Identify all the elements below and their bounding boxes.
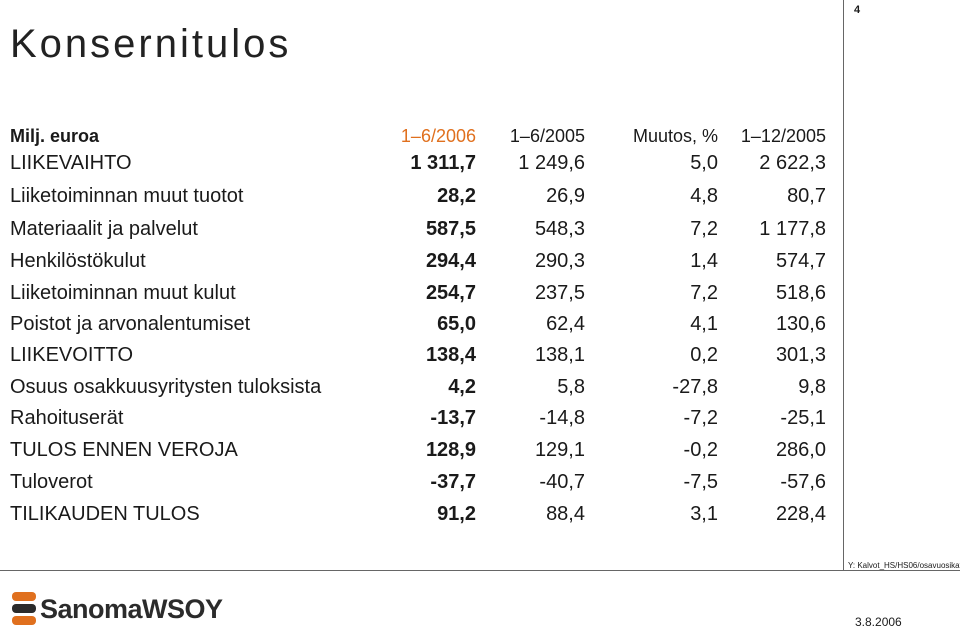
table-cell: 574,7 bbox=[775, 250, 826, 272]
table-cell: 5,0 bbox=[690, 152, 718, 174]
table-cell: 80,7 bbox=[787, 185, 826, 207]
table-cell: 294,4 bbox=[425, 250, 476, 272]
table-cell: Liiketoiminnan muut tuotot bbox=[10, 185, 244, 207]
table-cell: Liiketoiminnan muut kulut bbox=[10, 282, 236, 304]
table-cell: -57,6 bbox=[780, 471, 826, 493]
logo-icon bbox=[12, 592, 36, 625]
table-cell: 290,3 bbox=[534, 250, 585, 272]
table-cell: 3,1 bbox=[690, 503, 718, 525]
table-cell: -25,1 bbox=[780, 407, 826, 429]
page-number: 4 bbox=[854, 4, 861, 16]
table-cell: 65,0 bbox=[437, 313, 476, 335]
table-cell: 1 311,7 bbox=[410, 152, 476, 174]
table-cell: 1 249,6 bbox=[518, 152, 585, 174]
table-cell: 1–6/2006 bbox=[400, 126, 476, 146]
table-cell: Rahoituserät bbox=[10, 407, 124, 429]
table-cell: LIIKEVOITTO bbox=[10, 344, 133, 366]
table-cell: Muutos, % bbox=[632, 126, 718, 146]
table-cell: 1–6/2005 bbox=[509, 126, 585, 146]
table-cell: -14,8 bbox=[539, 407, 585, 429]
table-cell: 548,3 bbox=[534, 218, 585, 240]
table-cell: 2 622,3 bbox=[759, 152, 826, 174]
table-cell: -27,8 bbox=[672, 376, 718, 398]
table-cell: -0,2 bbox=[683, 439, 718, 461]
table-cell: -13,7 bbox=[430, 407, 476, 429]
table-cell: 7,2 bbox=[690, 218, 718, 240]
table-cell: 88,4 bbox=[546, 503, 585, 525]
table-cell: 0,2 bbox=[690, 344, 718, 366]
table-cell: 4,2 bbox=[448, 376, 476, 398]
table-cell: 28,2 bbox=[437, 185, 476, 207]
table-cell: 130,6 bbox=[775, 313, 826, 335]
table-cell: Materiaalit ja palvelut bbox=[10, 218, 198, 240]
table-cell: 138,1 bbox=[534, 344, 585, 366]
table-cell: 5,8 bbox=[557, 376, 585, 398]
table-cell: 301,3 bbox=[775, 344, 826, 366]
table-cell: Poistot ja arvonalentumiset bbox=[10, 313, 251, 335]
table-cell: 254,7 bbox=[425, 282, 476, 304]
table-cell: Tuloverot bbox=[10, 471, 93, 493]
table-cell: 9,8 bbox=[798, 376, 826, 398]
table-cell: 26,9 bbox=[546, 185, 585, 207]
table-cell: 4,8 bbox=[690, 185, 718, 207]
file-path: Y: Kalvot_HS/HS06/osavuosikatsaus2_ bbox=[848, 561, 960, 570]
table-cell: TULOS ENNEN VEROJA bbox=[10, 439, 238, 461]
divider bbox=[0, 570, 960, 571]
table-cell: 1–12/2005 bbox=[740, 126, 826, 146]
table-cell: -40,7 bbox=[539, 471, 585, 493]
table-cell: -7,2 bbox=[683, 407, 718, 429]
table-cell: Henkilöstökulut bbox=[10, 250, 146, 272]
table-cell: LIIKEVAIHTO bbox=[10, 152, 132, 174]
table-cell: 1,4 bbox=[690, 250, 718, 272]
table-cell: 518,6 bbox=[775, 282, 826, 304]
table-cell: -37,7 bbox=[430, 471, 476, 493]
table-cell: Milj. euroa bbox=[10, 126, 100, 146]
date: 3.8.2006 bbox=[855, 615, 902, 629]
table-cell: 228,4 bbox=[775, 503, 826, 525]
table-cell: 129,1 bbox=[534, 439, 585, 461]
table-cell: 138,4 bbox=[425, 344, 476, 366]
table-cell: 62,4 bbox=[546, 313, 585, 335]
logo-text: SanomaWSOY bbox=[40, 594, 223, 624]
table-cell: 286,0 bbox=[775, 439, 826, 461]
table-cell: 7,2 bbox=[690, 282, 718, 304]
table-cell: Osuus osakkuusyritysten tuloksista bbox=[10, 376, 322, 398]
slide-title: Konsernitulos bbox=[10, 22, 292, 66]
divider bbox=[843, 0, 844, 570]
table-cell: TILIKAUDEN TULOS bbox=[10, 503, 200, 525]
table-cell: 128,9 bbox=[425, 439, 476, 461]
table-cell: 91,2 bbox=[437, 503, 476, 525]
table-cell: 587,5 bbox=[425, 218, 476, 240]
table-cell: 4,1 bbox=[690, 313, 718, 335]
table-cell: -7,5 bbox=[683, 471, 718, 493]
table-cell: 1 177,8 bbox=[759, 218, 826, 240]
table-cell: 237,5 bbox=[534, 282, 585, 304]
